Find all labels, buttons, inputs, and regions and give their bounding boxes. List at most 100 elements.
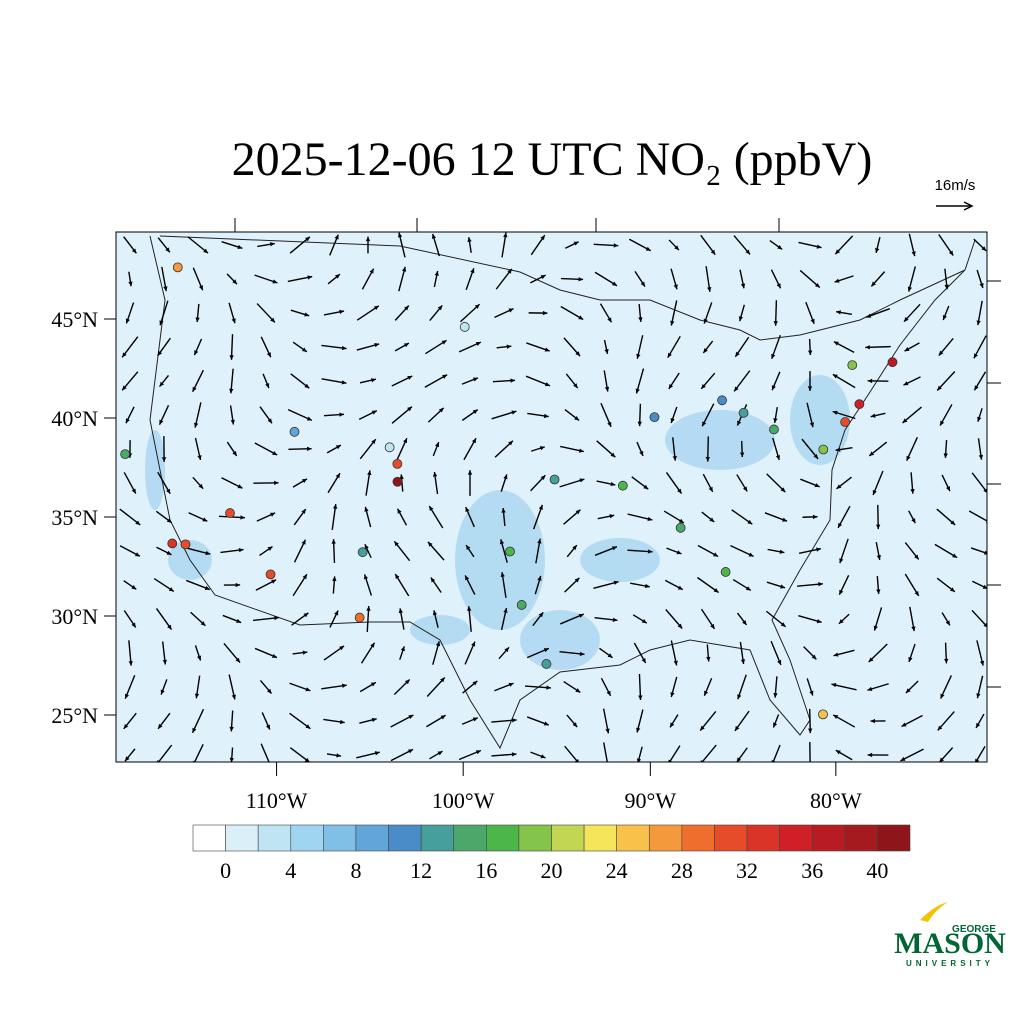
wind-arrowhead xyxy=(168,587,174,592)
wind-arrowhead xyxy=(638,695,643,700)
wind-arrowhead xyxy=(339,412,345,417)
wind-arrowhead xyxy=(229,355,234,360)
wind-arrowhead xyxy=(867,378,873,384)
wind-arrowhead xyxy=(274,480,279,486)
wind-arrowhead xyxy=(271,653,277,658)
wind-arrowhead xyxy=(739,452,745,458)
wind-arrowhead xyxy=(404,305,409,311)
wind-arrowhead xyxy=(871,281,877,287)
wind-arrowhead xyxy=(775,455,781,461)
station xyxy=(720,567,731,577)
wind-arrowhead xyxy=(161,457,167,462)
wind-arrowhead xyxy=(543,721,549,726)
colorbar-box xyxy=(877,824,911,852)
wind-arrowhead xyxy=(400,646,405,652)
wind-arrowhead xyxy=(914,554,919,560)
wind-arrowhead xyxy=(952,553,958,558)
wind-arrowhead xyxy=(742,620,747,625)
station xyxy=(357,547,368,558)
wind-arrowhead xyxy=(131,248,137,254)
colorbar-box xyxy=(486,824,520,852)
wind-arrowhead xyxy=(613,243,619,248)
wind-arrowhead xyxy=(708,486,713,492)
colorbar-box xyxy=(616,824,650,852)
wind-arrowhead xyxy=(903,381,909,386)
wind-arrowhead xyxy=(613,580,619,585)
wind-arrowhead xyxy=(611,546,617,551)
wind-arrowhead xyxy=(198,285,203,291)
wind-arrowhead xyxy=(777,245,783,250)
lat-tick-label: 35°N xyxy=(51,505,98,530)
wind-arrowhead xyxy=(983,488,987,493)
wind-arrowhead xyxy=(302,650,308,655)
wind-arrowhead xyxy=(543,648,549,653)
wind-arrowhead xyxy=(833,652,839,657)
wind-arrowhead xyxy=(194,693,200,699)
wind-arrowhead xyxy=(979,283,984,289)
wind-arrowhead xyxy=(814,282,820,288)
wind-arrowhead xyxy=(575,688,581,693)
station xyxy=(549,474,560,485)
wind-arrowhead xyxy=(398,608,404,614)
wind-arrowhead xyxy=(499,539,505,545)
wind-arrowhead xyxy=(911,626,916,632)
wind-arrowhead xyxy=(612,281,617,286)
wind-arrowhead xyxy=(539,446,545,451)
wind-arrowhead xyxy=(304,383,310,389)
wind-arrowhead xyxy=(267,546,273,551)
wind-arrowhead xyxy=(673,660,678,666)
station xyxy=(717,395,727,406)
wind-arrow xyxy=(968,510,987,522)
wind-arrowhead xyxy=(441,340,447,345)
station xyxy=(225,508,235,518)
wind-arrowhead xyxy=(579,651,585,657)
wind-arrowhead xyxy=(949,587,955,592)
station xyxy=(818,709,828,720)
wind-arrowhead xyxy=(467,237,472,242)
wind-arrowhead xyxy=(573,241,579,246)
wind-arrowhead xyxy=(573,383,578,389)
wind-arrowhead xyxy=(812,514,818,520)
wind-arrowhead xyxy=(832,374,838,379)
wind-arrowhead xyxy=(200,621,206,626)
wind-arrowhead xyxy=(205,550,211,556)
wind-arrowhead xyxy=(465,507,470,513)
wind-arrowhead xyxy=(979,660,985,666)
wind-arrowhead xyxy=(710,249,716,255)
colorbar-box xyxy=(648,824,683,852)
station xyxy=(541,659,552,669)
wind-arrowhead xyxy=(366,606,371,611)
wind-arrowhead xyxy=(203,248,209,254)
station xyxy=(180,539,191,550)
wind-arrowhead xyxy=(442,374,448,379)
wind-arrowhead xyxy=(339,719,345,725)
wind-arrowhead xyxy=(335,445,341,450)
colorbar-label: 4 xyxy=(285,858,296,883)
wind-arrowhead xyxy=(124,693,129,699)
wind-arrowhead xyxy=(641,658,646,663)
wind-arrowhead xyxy=(635,388,640,394)
wind-arrowhead xyxy=(194,350,199,356)
wind-arrowhead xyxy=(304,312,310,317)
station xyxy=(649,412,660,423)
station xyxy=(289,426,300,437)
colorbar-box xyxy=(192,824,226,852)
wind-arrowhead xyxy=(231,694,236,700)
wind-arrowhead xyxy=(128,281,133,287)
wind-arrowhead xyxy=(131,622,136,628)
wind-arrowhead xyxy=(546,685,551,690)
wind-arrowhead xyxy=(237,244,243,250)
logo-main: MASON xyxy=(894,927,1006,960)
wind-arrowhead xyxy=(192,727,197,733)
wind-arrowhead xyxy=(773,693,778,698)
wind-arrowhead xyxy=(274,615,279,621)
colorbar-box xyxy=(844,824,878,852)
wind-arrowhead xyxy=(367,470,372,476)
wind-arrowhead xyxy=(159,320,164,326)
wind-arrowhead xyxy=(983,622,987,628)
wind-arrowhead xyxy=(135,520,141,525)
wind-arrowhead xyxy=(508,440,513,446)
wind-arrowhead xyxy=(369,268,374,274)
wind-arrowhead xyxy=(303,612,309,618)
wind-arrowhead xyxy=(735,351,740,357)
